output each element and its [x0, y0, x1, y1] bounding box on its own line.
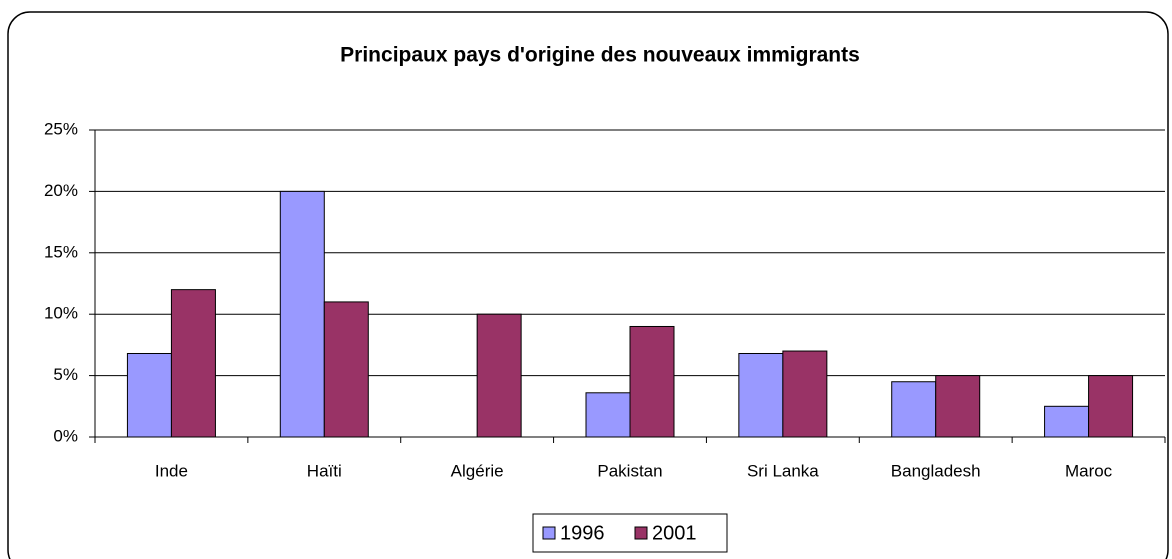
y-tick-label: 10%	[44, 304, 78, 323]
x-tick-label: Sri Lanka	[747, 461, 819, 480]
bar	[1088, 375, 1134, 438]
legend-swatch	[634, 526, 648, 540]
legend-box	[532, 513, 728, 553]
bar	[279, 190, 325, 438]
y-tick-label: 25%	[44, 119, 78, 138]
x-tick-label: Inde	[155, 461, 188, 480]
y-tick-label: 15%	[44, 242, 78, 261]
bar	[935, 375, 981, 438]
chart-title: Principaux pays d'origine des nouveaux i…	[340, 44, 860, 67]
legend-swatch	[542, 526, 556, 540]
x-tick-label: Algérie	[451, 461, 504, 480]
y-tick-label: 5%	[53, 365, 78, 384]
x-tick-label: Pakistan	[597, 461, 662, 480]
bar	[1044, 405, 1090, 438]
bar	[585, 392, 631, 438]
bar	[738, 352, 784, 438]
x-tick-label: Maroc	[1065, 461, 1113, 480]
y-tick-label: 0%	[53, 426, 78, 445]
bar	[891, 381, 937, 438]
y-tick-label: 20%	[44, 181, 78, 200]
bar	[323, 301, 369, 438]
legend-label: 2001	[652, 522, 697, 544]
x-tick-label: Bangladesh	[891, 461, 981, 480]
bar	[629, 325, 675, 438]
bar	[476, 313, 522, 438]
bar	[170, 289, 216, 438]
bar	[782, 350, 828, 438]
bar	[126, 352, 172, 438]
legend-label: 1996	[560, 522, 605, 544]
x-tick-label: Haïti	[307, 461, 342, 480]
